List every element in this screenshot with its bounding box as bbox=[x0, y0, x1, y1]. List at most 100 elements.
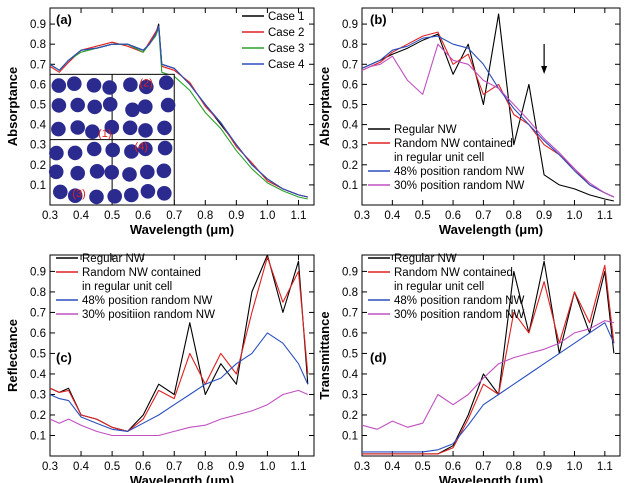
y-tick-label: 0.2 bbox=[30, 410, 46, 422]
legend-entry: Case 2 bbox=[268, 27, 304, 39]
x-tick-label: 0.8 bbox=[506, 461, 522, 473]
legend-entry: 30% position random NW bbox=[394, 309, 525, 321]
y-tick-label: 0.5 bbox=[342, 99, 358, 111]
y-tick-label: 0.9 bbox=[30, 266, 46, 278]
legend-entry: Regular NW bbox=[82, 253, 145, 265]
x-tick-label: 0.3 bbox=[354, 210, 370, 222]
nanowire-disk bbox=[157, 186, 172, 201]
x-tick-label: 0.7 bbox=[475, 461, 491, 473]
x-tick-label: 0.3 bbox=[42, 210, 58, 222]
nanowire-disk bbox=[51, 98, 67, 113]
legend-entry: Regular NW bbox=[394, 124, 457, 136]
series-line-random-nw-contained-in-regular-unit-cell bbox=[362, 264, 615, 455]
x-tick-label: 0.7 bbox=[475, 210, 491, 222]
y-tick-label: 0.2 bbox=[342, 160, 358, 172]
x-tick-label: 0.4 bbox=[73, 210, 90, 222]
y-tick-label: 0.1 bbox=[30, 430, 46, 442]
x-axis-label: Wavelength (μm) bbox=[130, 222, 234, 237]
nanowire-disk bbox=[102, 97, 118, 112]
x-tick-label: 1.1 bbox=[597, 461, 613, 473]
nanowire-disk bbox=[104, 165, 119, 180]
legend-entry: in regular unit cell bbox=[82, 281, 172, 293]
x-tick-label: 0.9 bbox=[536, 210, 552, 222]
y-axis-label: Reflectance bbox=[5, 319, 20, 392]
x-tick-label: 1.0 bbox=[259, 461, 275, 473]
x-tick-label: 0.4 bbox=[73, 461, 90, 473]
y-tick-label: 0.5 bbox=[30, 348, 46, 360]
nanowire-disk bbox=[159, 75, 174, 90]
legend-entry: Random NW contained bbox=[394, 138, 513, 150]
y-tick-label: 0.8 bbox=[342, 287, 358, 299]
annotation-arrowhead bbox=[541, 66, 548, 74]
chart-panel-2: 0.3 0.4 0.5 0.6 0.7 0.8 0.9 1.0 1.1 0.1 0.2 0.3 0.4 0… bbox=[317, 7, 621, 237]
nanowire-disk bbox=[122, 167, 137, 182]
legend-entry: 30% positiion random NW bbox=[82, 309, 215, 321]
plot-frame bbox=[49, 254, 315, 457]
nanowire-disk bbox=[89, 164, 105, 179]
series-line-48-position-random-nw bbox=[50, 332, 309, 432]
legend-entry: Case 4 bbox=[268, 59, 305, 71]
x-tick-label: 1.0 bbox=[566, 461, 582, 473]
y-tick-label: 0.4 bbox=[342, 369, 359, 381]
y-tick-label: 0.9 bbox=[342, 266, 358, 278]
y-tick-label: 0.2 bbox=[30, 160, 46, 172]
x-tick-label: 0.5 bbox=[415, 210, 431, 222]
legend-entry: Regular NW bbox=[394, 253, 457, 265]
nanowire-disk bbox=[49, 145, 64, 161]
y-tick-label: 0.8 bbox=[30, 39, 46, 51]
x-tick-label: 1.1 bbox=[290, 461, 306, 473]
nanowire-disk bbox=[139, 79, 154, 95]
y-tick-label: 0.7 bbox=[30, 59, 46, 71]
y-tick-label: 0.5 bbox=[342, 348, 358, 360]
x-tick-label: 0.7 bbox=[166, 210, 182, 222]
y-tick-label: 0.8 bbox=[342, 39, 358, 51]
chart-panel-3: 0.3 0.4 0.5 0.6 0.7 0.8 0.9 1.0 1.1 0.1 0.2 0.3 0.4 0… bbox=[5, 253, 315, 483]
x-tick-label: 0.6 bbox=[135, 461, 151, 473]
nanowire-disk bbox=[104, 119, 120, 135]
y-tick-label: 0.6 bbox=[342, 328, 358, 340]
x-tick-label: 1.1 bbox=[597, 210, 613, 222]
nanowire-disk bbox=[157, 120, 172, 136]
y-tick-label: 0.9 bbox=[342, 19, 358, 31]
y-axis-label: Absorptance bbox=[5, 67, 20, 146]
legend-entry: 48% position random NW bbox=[394, 166, 525, 178]
x-tick-label: 0.5 bbox=[104, 461, 120, 473]
x-tick-label: 0.8 bbox=[506, 210, 522, 222]
x-tick-label: 0.7 bbox=[166, 461, 182, 473]
x-tick-label: 0.8 bbox=[197, 461, 213, 473]
y-tick-label: 0.4 bbox=[30, 120, 47, 132]
chart-panel-1: 0.3 0.4 0.5 0.6 0.7 0.8 0.9 1.0 1.1 0.1 0.2 0.3 0.4 0… bbox=[5, 7, 315, 237]
panel-label: (d) bbox=[370, 350, 387, 365]
inset-case-label: (2) bbox=[139, 77, 152, 89]
nanowire-disk bbox=[70, 97, 85, 113]
y-tick-label: 0.3 bbox=[342, 389, 358, 401]
y-tick-label: 0.6 bbox=[30, 79, 46, 91]
y-tick-label: 0.3 bbox=[342, 140, 358, 152]
panel-label: (a) bbox=[56, 12, 72, 27]
nanowire-disk bbox=[122, 120, 138, 136]
x-tick-label: 0.5 bbox=[104, 210, 120, 222]
y-tick-label: 0.1 bbox=[342, 430, 358, 442]
legend-entry: Case 3 bbox=[268, 43, 304, 55]
x-tick-label: 0.6 bbox=[135, 210, 151, 222]
legend-entry: in regular unit cell bbox=[394, 281, 484, 293]
y-tick-label: 0.4 bbox=[342, 120, 359, 132]
inset-case-label: (1) bbox=[98, 128, 111, 140]
nanowire-disk bbox=[102, 80, 117, 95]
y-tick-label: 0.3 bbox=[30, 389, 46, 401]
x-tick-label: 0.9 bbox=[228, 210, 244, 222]
x-tick-label: 0.6 bbox=[445, 461, 461, 473]
y-tick-label: 0.5 bbox=[30, 99, 46, 111]
y-tick-label: 0.7 bbox=[342, 307, 358, 319]
y-tick-label: 0.9 bbox=[30, 19, 46, 31]
legend-entry: in regular unit cell bbox=[394, 152, 484, 164]
x-tick-label: 1.0 bbox=[259, 210, 275, 222]
nanowire-disk bbox=[124, 187, 139, 203]
nanowire-disk bbox=[51, 78, 67, 93]
y-tick-label: 0.1 bbox=[342, 180, 358, 192]
nanowire-disk bbox=[140, 164, 155, 180]
nanowire-disk bbox=[53, 184, 68, 200]
x-axis-label: Wavelength (μm) bbox=[439, 473, 543, 483]
y-tick-label: 0.7 bbox=[342, 59, 358, 71]
series-line-48-position-random-nw bbox=[362, 322, 615, 453]
